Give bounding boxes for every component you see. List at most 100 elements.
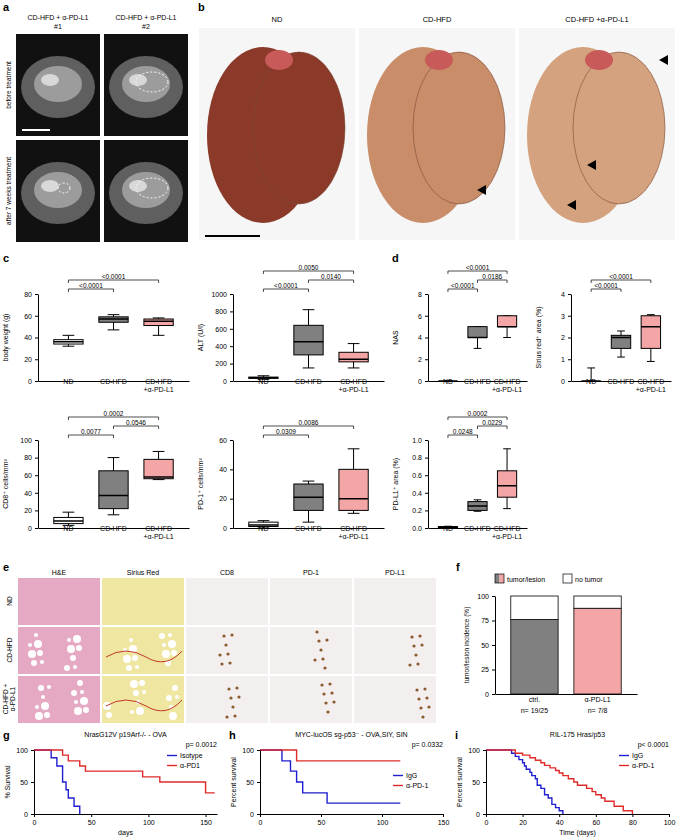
- tick-label: CD-HFD: [295, 525, 322, 532]
- arrowhead: [659, 55, 668, 65]
- whisker-cap: [503, 337, 511, 338]
- tick-label: 0: [28, 525, 32, 532]
- tick: 0: [259, 814, 263, 826]
- mri-organ: [129, 180, 147, 192]
- tick: 40: [24, 334, 38, 341]
- photo-label: ND: [272, 15, 283, 24]
- axis-line: [486, 751, 487, 815]
- tick-mark: [230, 528, 233, 529]
- tick-label: 50: [481, 642, 489, 649]
- whisker-cap: [108, 514, 120, 515]
- tick: 400: [215, 343, 233, 350]
- tick-label: 40: [219, 466, 227, 473]
- significance-bracket: [68, 289, 113, 292]
- stained-cell: [225, 715, 228, 718]
- tick-mark: [425, 316, 428, 317]
- tick-label: 0.6: [412, 472, 422, 479]
- vacuole: [169, 712, 177, 720]
- legend-swatch-border: [495, 574, 504, 583]
- median: [144, 476, 173, 478]
- tick-label: 20: [219, 495, 227, 502]
- p-value: 0.0186: [482, 273, 502, 280]
- tick-label: ND: [443, 525, 453, 532]
- tick-label: CD-HFD: [100, 378, 127, 385]
- tick-label: ND: [443, 378, 453, 385]
- tick: 40: [556, 814, 564, 826]
- vacuole: [74, 707, 82, 715]
- tick: ND: [586, 378, 596, 385]
- tick-mark: [425, 493, 428, 494]
- tick-mark: [568, 294, 571, 295]
- text-line: ND: [63, 378, 73, 385]
- histology-image: [18, 578, 100, 625]
- tick-label: ND: [63, 378, 73, 385]
- text-line: CD-HFD: [494, 378, 521, 385]
- text-line: CD-HFD: [145, 525, 172, 532]
- tick: CD-HFD: [464, 378, 491, 385]
- mri-image: [104, 140, 188, 242]
- column-title: CD8: [220, 569, 234, 576]
- tick-mark: [31, 750, 34, 751]
- vacuole: [162, 643, 166, 647]
- text-line: ND: [258, 378, 268, 385]
- tick-label: 4: [561, 291, 565, 298]
- whisker-cap: [63, 346, 75, 347]
- tick: 1000: [211, 291, 233, 298]
- p-value: <0.0001: [609, 273, 633, 280]
- significance-bracket: [591, 280, 651, 283]
- vacuole: [70, 655, 76, 661]
- text-line: CD-HFD: [464, 378, 491, 385]
- tick-label: 1: [561, 356, 565, 363]
- tick-label: 50: [318, 819, 326, 826]
- tick: 60: [219, 437, 233, 444]
- panel-letter: g: [3, 729, 10, 741]
- tick-mark: [257, 782, 260, 783]
- tick: 50: [318, 814, 326, 826]
- stained-cell: [218, 653, 221, 656]
- tick: ctrl.: [529, 696, 540, 703]
- mri-organ: [122, 66, 170, 102]
- vacuole: [67, 638, 71, 642]
- vacuole: [34, 633, 38, 637]
- p-value: p= 0.0332: [412, 741, 443, 749]
- tick-mark: [425, 528, 428, 529]
- stained-cell: [226, 652, 229, 655]
- histology-image: [102, 627, 184, 674]
- liver-lobe: [413, 52, 505, 204]
- text-line: CD-HFD: [295, 378, 322, 385]
- tick: 80: [629, 814, 637, 826]
- tick-label: 0: [418, 378, 422, 385]
- box: [54, 340, 83, 344]
- tick-label: 1000: [211, 291, 227, 298]
- axis-title: days: [118, 829, 133, 837]
- histology-image: [354, 627, 436, 674]
- tick-mark: [206, 814, 207, 817]
- x-axis: ctrl.α-PD-L1: [496, 695, 638, 703]
- tick-mark: [35, 510, 38, 511]
- tick-label: 50: [20, 779, 28, 786]
- tick-mark: [230, 499, 233, 500]
- tick: 0.6: [412, 472, 428, 479]
- p-value: <0.0001: [102, 273, 126, 280]
- vacuole: [172, 685, 178, 691]
- column-title: CD-HFD + α-PD-L1: [115, 14, 176, 21]
- tick-mark: [425, 381, 428, 382]
- histology-image: [354, 578, 436, 625]
- survival-curve: [486, 750, 563, 814]
- vacuole: [80, 697, 88, 705]
- vacuole: [37, 650, 43, 656]
- tick: CD-HFD+α-PD-L1: [143, 378, 173, 393]
- bar: [574, 608, 621, 694]
- tick-mark: [34, 814, 35, 817]
- histology-image: [354, 676, 436, 723]
- vacuole: [139, 680, 145, 686]
- tick-mark: [483, 782, 486, 783]
- tick: CD-HFD: [295, 378, 322, 385]
- tick-mark: [31, 814, 34, 815]
- tick-mark: [523, 814, 524, 817]
- tick: 6: [418, 312, 428, 319]
- tick-label: 0: [223, 378, 227, 385]
- whisker-cap: [153, 317, 165, 318]
- legend-swatch: [619, 765, 629, 766]
- tick-mark: [486, 814, 487, 817]
